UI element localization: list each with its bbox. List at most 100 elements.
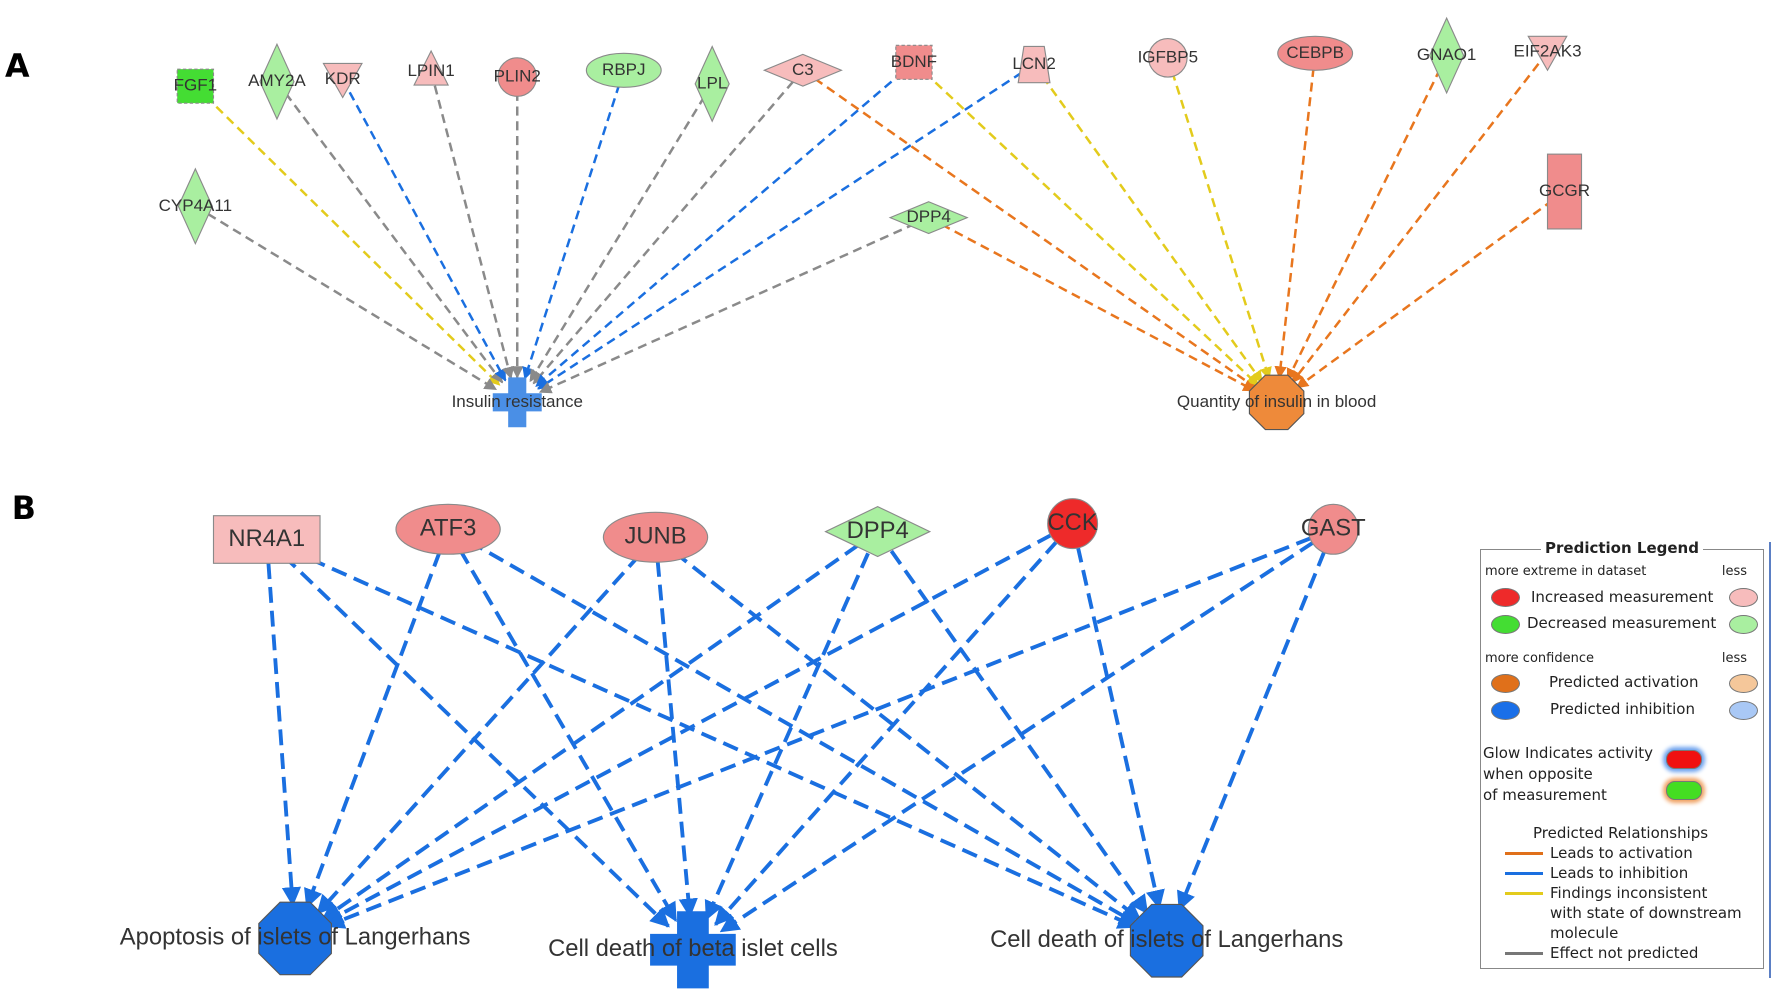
edge-amy2a-to-ir[interactable] — [275, 80, 504, 384]
decreased-strong-swatch — [1491, 615, 1520, 634]
increased-strong-swatch — [1491, 588, 1520, 607]
edge-cck-to-cdi[interactable] — [1070, 523, 1165, 910]
edge-rbpj-to-ir[interactable] — [522, 69, 625, 380]
edge-lcn2-to-qib[interactable] — [1033, 63, 1264, 384]
edge-cebpb-to-qib[interactable] — [1274, 53, 1317, 379]
legend-increased: Increased measurement — [1531, 588, 1714, 606]
node-gnao1[interactable]: GNAO1 — [1417, 16, 1477, 95]
edge-lpin1-to-ir[interactable] — [429, 71, 515, 380]
node-junb[interactable]: JUNB — [602, 511, 709, 563]
legend-glow-1: Glow Indicates activity — [1483, 744, 1654, 762]
legend-less-1: less — [1721, 564, 1747, 579]
diamond-tall-node-shape — [694, 45, 730, 123]
node-bdnf[interactable]: BDNF — [891, 44, 937, 80]
edge-fgf1-to-ir[interactable] — [194, 85, 501, 386]
decreased-weak-swatch — [1729, 615, 1758, 634]
node-lcn2[interactable]: LCN2 — [1012, 45, 1056, 84]
glow-activation-swatch — [1666, 781, 1702, 800]
node-label: Insulin resistance — [452, 392, 583, 411]
edge-atf3-to-cdi[interactable] — [447, 527, 1139, 926]
edge-dpp4-to-ir[interactable] — [538, 216, 930, 394]
edge-cck-to-cdb[interactable] — [714, 522, 1075, 926]
node-qib[interactable]: Quantity of insulin in blood — [1177, 374, 1376, 431]
node-amy2a[interactable]: AMY2A — [248, 42, 306, 121]
node-label: LPL — [697, 73, 727, 92]
node-label: IGFBP5 — [1138, 47, 1198, 66]
octagon-node-shape — [1129, 903, 1204, 978]
node-cdi[interactable]: Cell death of islets of Langerhans — [990, 903, 1343, 978]
edge-gast-to-apo[interactable] — [324, 527, 1335, 929]
panel-label-b: B — [12, 491, 36, 527]
edge-dpp4-to-cdi[interactable] — [876, 530, 1149, 915]
edge-gast-to-cdb[interactable] — [719, 527, 1335, 933]
node-label: GCGR — [1539, 181, 1590, 200]
node-lpl[interactable]: LPL — [694, 45, 730, 123]
edge-eif2ak3-to-qib[interactable] — [1290, 51, 1549, 384]
edge-junb-to-cdi[interactable] — [654, 535, 1142, 922]
edge-igfbp5-to-qib[interactable] — [1166, 57, 1272, 380]
edge-nr4a1-to-apo[interactable] — [264, 539, 302, 907]
edge-bdnf-to-ir[interactable] — [535, 61, 915, 388]
node-gast[interactable]: GAST — [1301, 503, 1366, 555]
node-label: Cell death of islets of Langerhans — [990, 926, 1343, 953]
triangle-down-node-shape — [1527, 35, 1568, 72]
node-label: DPP4 — [847, 517, 909, 544]
circle-node-shape — [497, 57, 538, 97]
trapezoid-node-shape — [1017, 45, 1051, 84]
node-atf3[interactable]: ATF3 — [395, 503, 501, 555]
node-cck[interactable]: CCK — [1047, 498, 1099, 550]
edge-nr4a1-to-cdb[interactable] — [265, 538, 670, 928]
node-label: FGF1 — [174, 76, 217, 95]
edge-nr4a1-to-cdi[interactable] — [265, 537, 1138, 929]
edge-c3-to-qib[interactable] — [802, 69, 1258, 390]
node-cyp4a11[interactable]: CYP4A11 — [159, 167, 232, 246]
circle-node-shape — [1147, 37, 1188, 78]
edge-junb-to-cdb[interactable] — [653, 537, 698, 918]
edge-lpl-to-ir[interactable] — [529, 83, 714, 383]
node-kdr[interactable]: KDR — [322, 62, 363, 99]
node-label: Apoptosis of islets of Langerhans — [120, 924, 471, 951]
edge-c3-to-ir[interactable] — [532, 69, 804, 385]
edge-gast-to-cdi[interactable] — [1177, 528, 1336, 911]
diamond-wide-node-shape — [824, 506, 932, 558]
not-predicted-line-swatch — [1505, 952, 1543, 955]
node-rbpj[interactable]: RBPJ — [585, 52, 662, 88]
edge-dpp4-to-apo[interactable] — [321, 529, 879, 921]
edge-gcgr-to-qib[interactable] — [1295, 190, 1566, 389]
node-igfbp5[interactable]: IGFBP5 — [1138, 37, 1198, 78]
diamond-tall-node-shape — [259, 42, 295, 121]
node-fgf1[interactable]: FGF1 — [174, 68, 217, 104]
node-nr4a1[interactable]: NR4A1 — [212, 515, 321, 564]
edge-junb-to-apo[interactable] — [316, 535, 657, 915]
node-dpp4[interactable]: DPP4 — [888, 201, 969, 235]
node-label: EIF2AK3 — [1513, 42, 1581, 61]
node-ir[interactable]: Insulin resistance — [452, 377, 583, 428]
node-apo[interactable]: Apoptosis of islets of Langerhans — [120, 901, 471, 976]
ellipse-node-shape — [395, 503, 501, 555]
node-lpin1[interactable]: LPIN1 — [407, 49, 455, 86]
node-c3[interactable]: C3 — [762, 53, 843, 87]
edge-dpp4-to-qib[interactable] — [928, 216, 1256, 392]
octagon-node-shape — [1248, 374, 1305, 431]
node-cebpb[interactable]: CEBPB — [1277, 35, 1354, 71]
glow-inhibition-swatch — [1666, 750, 1702, 769]
edge-atf3-to-apo[interactable] — [304, 528, 450, 909]
edge-bdnf-to-qib[interactable] — [913, 61, 1260, 387]
edge-atf3-to-cdb[interactable] — [446, 528, 678, 923]
legend-glow-2: when opposite — [1483, 765, 1593, 783]
edge-cck-to-apo[interactable] — [323, 521, 1074, 925]
node-dpp4[interactable]: DPP4 — [824, 506, 932, 558]
node-eif2ak3[interactable]: EIF2AK3 — [1513, 35, 1582, 72]
node-plin2[interactable]: PLIN2 — [494, 57, 541, 97]
rect-dashed-node-shape — [176, 68, 215, 104]
legend-measure-header: more extreme in dataset — [1485, 564, 1647, 579]
legend-rel-not-predicted: Effect not predicted — [1550, 944, 1699, 962]
node-label: Cell death of beta islet cells — [548, 935, 838, 962]
edge-lcn2-to-ir[interactable] — [537, 63, 1035, 390]
inhibition-line-swatch — [1505, 872, 1543, 875]
edge-kdr-to-ir[interactable] — [341, 78, 507, 382]
node-gcgr[interactable]: GCGR — [1539, 153, 1590, 230]
node-cdb[interactable]: Cell death of beta islet cells — [548, 911, 838, 989]
edge-gnao1-to-qib[interactable] — [1286, 54, 1448, 382]
